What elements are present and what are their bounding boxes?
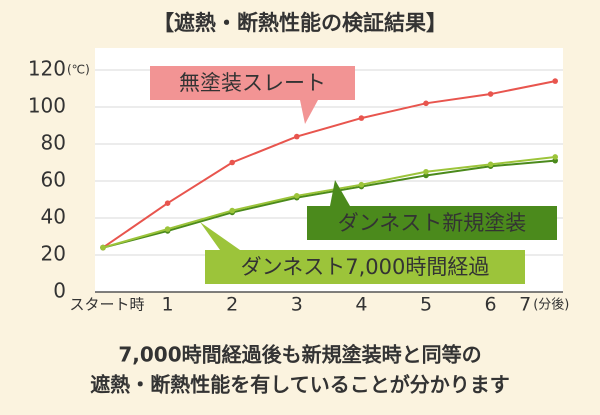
y-tick-label: 40	[41, 205, 66, 229]
data-point	[229, 207, 235, 214]
callout-box	[150, 66, 355, 100]
series-line	[102, 159, 556, 249]
data-point	[487, 91, 494, 97]
data-point	[164, 200, 171, 206]
y-tick-label: 80	[41, 131, 66, 155]
x-tick-label: スタート時	[69, 296, 144, 314]
data-point	[552, 154, 558, 160]
data-point	[358, 115, 365, 121]
chart-title: 【遮熱・断熱性能の検証結果】	[153, 11, 447, 35]
caption: 7,000時間経過後も新規塗装時と同等の	[118, 343, 481, 367]
y-unit: (℃)	[67, 63, 90, 77]
y-tick-label: 0	[53, 279, 66, 303]
x-tick-label: 6	[485, 294, 497, 316]
data-point	[423, 168, 429, 175]
y-tick-label: 20	[41, 242, 66, 266]
y-tick-label: 120	[28, 57, 66, 81]
x-unit: (分後)	[533, 298, 569, 313]
legend-label: 無塗装スレート	[179, 71, 326, 95]
y-tick-label: 100	[28, 94, 66, 118]
x-tick-label: 5	[420, 294, 432, 316]
data-point	[423, 100, 429, 107]
x-tick-label: 7	[519, 294, 531, 316]
data-point	[487, 161, 494, 168]
y-tick-label: 60	[41, 168, 66, 192]
x-tick-label: 2	[226, 294, 238, 316]
data-point	[164, 226, 171, 232]
callout-box	[307, 206, 557, 240]
callout-pointer	[200, 222, 240, 250]
legend-label: ダンネスト7,000時間経過	[241, 255, 490, 279]
callout-pointer	[300, 100, 318, 124]
callout-box	[205, 250, 525, 284]
data-point	[294, 193, 300, 199]
caption: 遮熱・断熱性能を有していることが分かります	[90, 373, 509, 397]
x-tick-label: 4	[355, 294, 367, 316]
x-tick-label: 1	[162, 294, 174, 316]
series-line	[102, 155, 556, 249]
x-tick-label: 3	[291, 294, 303, 316]
data-point	[100, 244, 106, 251]
series-line	[102, 80, 556, 249]
data-point	[294, 133, 300, 140]
legend-label: ダンネスト新規塗装	[338, 211, 527, 235]
data-point	[229, 159, 235, 166]
data-point	[552, 78, 558, 84]
data-point	[358, 181, 365, 188]
callout-pointer	[330, 180, 350, 206]
